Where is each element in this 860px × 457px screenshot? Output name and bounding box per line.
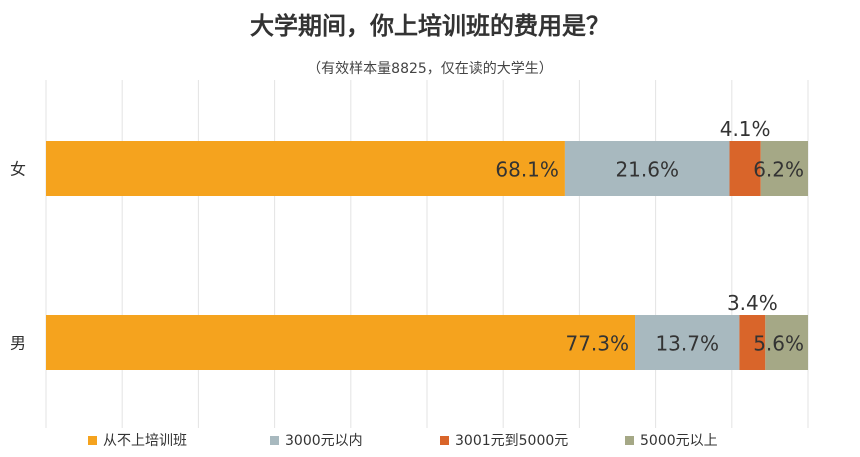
bar-segment [46,141,565,196]
legend-swatch [270,435,279,445]
bar-segment [760,141,808,196]
bar-segment [765,315,808,370]
legend-item: 5000元以上 [625,430,718,450]
legend-label: 3001元到5000元 [455,433,569,449]
data-label: 13.7% [655,332,719,356]
chart-subtitle: （有效样本量8825，仅在读的大学生） [307,61,553,77]
bar-segment [739,315,766,370]
legend-swatch [88,435,97,445]
chart-title: 大学期间，你上培训班的费用是？ [250,12,610,40]
bar-segment [635,315,740,370]
legend-item: 3000元以内 [270,430,363,450]
data-label: 21.6% [615,158,679,182]
legend-label: 从不上培训班 [103,433,187,449]
legend-item: 3001元到5000元 [440,430,568,450]
legend: 从不上培训班 3000元以内 3001元到5000元 5000元以上 [0,430,860,454]
legend-swatch [625,435,634,445]
bar-segment [564,141,730,196]
data-label: 6.2% [753,158,804,182]
legend-swatch [440,435,449,445]
category-label: 男 [10,334,26,353]
bar-segment [729,141,761,196]
data-label: 4.1% [720,117,771,141]
data-label: 3.4% [727,291,778,315]
data-label: 5.6% [753,332,804,356]
bar-segment [46,315,636,370]
legend-label: 3000元以内 [285,433,363,449]
data-label: 68.1% [495,158,559,182]
category-label: 女 [10,160,26,179]
legend-item: 从不上培训班 [88,430,187,450]
legend-label: 5000元以上 [640,433,718,449]
data-label: 77.3% [565,332,629,356]
